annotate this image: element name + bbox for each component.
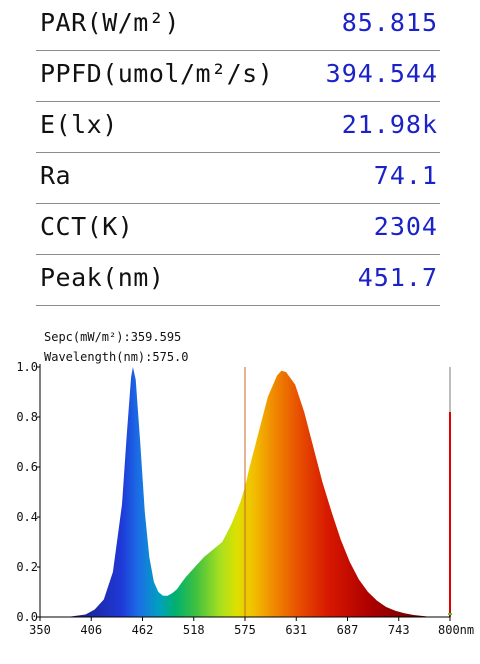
x-tick-label: 350 bbox=[29, 623, 51, 637]
metric-value-illuminance: 21.98k bbox=[341, 110, 438, 139]
x-tick-label: 743 bbox=[388, 623, 410, 637]
y-tick-label: 0.8 bbox=[16, 410, 38, 424]
metric-row-ppfd: PPFD(umol/m²/s) 394.544 bbox=[36, 51, 440, 102]
annotation-wavelength: Wavelength(nm):575.0 bbox=[44, 350, 189, 364]
metric-label-cct: CCT(K) bbox=[40, 212, 134, 241]
x-tick-label: 575 bbox=[234, 623, 256, 637]
y-tick-label: 0.4 bbox=[16, 510, 38, 524]
metric-label-ppfd: PPFD(umol/m²/s) bbox=[40, 59, 274, 88]
metric-label-peak: Peak(nm) bbox=[40, 263, 165, 292]
metric-value-par: 85.815 bbox=[341, 8, 438, 37]
metric-row-cct: CCT(K) 2304 bbox=[36, 204, 440, 255]
metric-row-illuminance: E(lx) 21.98k bbox=[36, 102, 440, 153]
y-tick-label: 1.0 bbox=[16, 360, 38, 374]
metrics-table: PAR(W/m²) 85.815 PPFD(umol/m²/s) 394.544… bbox=[36, 0, 440, 306]
x-tick-label: 462 bbox=[132, 623, 154, 637]
metric-label-ra: Ra bbox=[40, 161, 72, 190]
metric-value-ppfd: 394.544 bbox=[325, 59, 438, 88]
annotation-spec: Sepc(mW/m²):359.595 bbox=[44, 330, 181, 344]
metric-row-ra: Ra 74.1 bbox=[36, 153, 440, 204]
x-tick-label: 800nm bbox=[438, 623, 474, 637]
y-tick-label: 0.0 bbox=[16, 610, 38, 624]
x-tick-label: 687 bbox=[337, 623, 359, 637]
metric-value-peak: 451.7 bbox=[357, 263, 438, 292]
metric-row-peak: Peak(nm) 451.7 bbox=[36, 255, 440, 306]
metric-label-par: PAR(W/m²) bbox=[40, 8, 180, 37]
metric-value-ra: 74.1 bbox=[373, 161, 438, 190]
spectrum-chart[interactable]: Sepc(mW/m²):359.595 Wavelength(nm):575.0… bbox=[0, 320, 480, 650]
metric-row-par: PAR(W/m²) 85.815 bbox=[36, 0, 440, 51]
y-tick-label: 0.6 bbox=[16, 460, 38, 474]
metric-value-cct: 2304 bbox=[373, 212, 438, 241]
x-tick-label: 631 bbox=[285, 623, 307, 637]
x-tick-label: 518 bbox=[183, 623, 205, 637]
y-tick-label: 0.2 bbox=[16, 560, 38, 574]
metric-label-illuminance: E(lx) bbox=[40, 110, 118, 139]
x-tick-label: 406 bbox=[80, 623, 102, 637]
spectrum-area bbox=[67, 367, 432, 617]
